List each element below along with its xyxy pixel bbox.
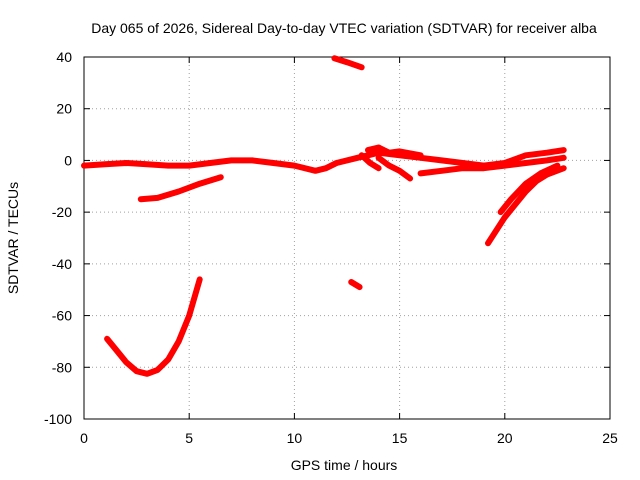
data-series: [81, 55, 567, 377]
series-rising-3: [497, 162, 561, 216]
series-u-curve: [104, 276, 203, 377]
x-tick-label: 5: [185, 430, 193, 446]
x-tick-label: 20: [497, 430, 513, 446]
y-tick-label: 20: [56, 101, 72, 117]
y-tick-label: -80: [52, 359, 72, 375]
series-lower-band: [417, 154, 567, 177]
y-tick-label: -60: [52, 308, 72, 324]
x-tick-label: 10: [287, 430, 303, 446]
series-steep-drop-b: [358, 152, 382, 172]
y-tick-label: -40: [52, 256, 72, 272]
plot-frame: [83, 56, 611, 420]
axis-ticks: -100 -80 -60 -40 -20 0 20 40 0 5 10 15 20 25: [44, 49, 618, 446]
y-tick-label: 0: [64, 152, 72, 168]
y-tick-label: -20: [52, 204, 72, 220]
y-tick-label: 40: [56, 49, 72, 65]
x-tick-label: 0: [80, 430, 88, 446]
series-short-dash: [348, 279, 363, 291]
series-rising-1: [137, 174, 224, 203]
x-tick-label: 15: [392, 430, 408, 446]
y-axis-label: SDTVAR / TECUs: [5, 182, 21, 294]
x-tick-label: 25: [602, 430, 618, 446]
series-top-arc: [331, 55, 365, 71]
series-rising-2: [485, 165, 567, 247]
chart-title: Day 065 of 2026, Sidereal Day-to-day VTE…: [91, 20, 597, 36]
series-steep-drop-a: [375, 154, 414, 182]
grid: [84, 57, 610, 419]
series-upper-wisp: [365, 144, 424, 159]
series-main-band: [81, 147, 567, 174]
y-tick-label: -100: [44, 411, 72, 427]
x-axis-label: GPS time / hours: [291, 457, 398, 473]
